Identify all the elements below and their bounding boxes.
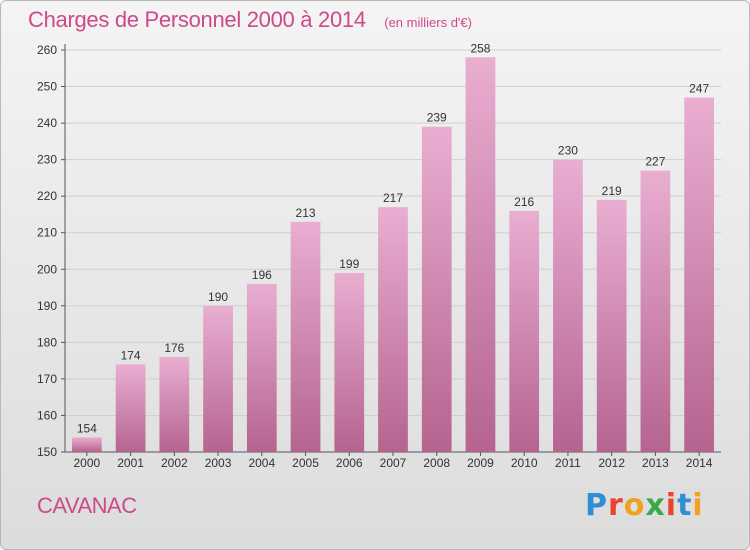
bar-value-label: 176	[164, 341, 184, 355]
x-tick-label: 2004	[248, 456, 275, 470]
bar-value-label: 196	[252, 268, 272, 282]
y-tick-label: 230	[37, 153, 57, 167]
y-tick-label: 170	[37, 372, 57, 386]
bar-value-label: 190	[208, 290, 228, 304]
x-tick-label: 2013	[642, 456, 669, 470]
bar-value-label: 219	[602, 184, 622, 198]
bar	[290, 221, 321, 452]
brand-letter: x	[645, 488, 666, 523]
y-tick-label: 240	[37, 116, 57, 130]
chart-title: Charges de Personnel 2000 à 2014	[28, 7, 366, 32]
y-tick-label: 260	[37, 43, 57, 57]
y-tick-label: 220	[37, 189, 57, 203]
bar-value-label: 230	[558, 144, 578, 158]
bar-chart: 150 160 170 180 190 200 210 220 230 240 250 260 154 2…	[37, 41, 721, 470]
x-tick-label: 2008	[423, 456, 450, 470]
x-tick-label: 2011	[555, 456, 581, 470]
brand-letter: i	[665, 488, 678, 523]
bar-value-label: 227	[645, 155, 665, 169]
bar-value-label: 258	[470, 41, 490, 55]
brand-letter: r	[608, 488, 624, 523]
bar	[509, 210, 540, 452]
x-tick-label: 2012	[598, 456, 625, 470]
title-row: Charges de Personnel 2000 à 2014 (en mil…	[28, 7, 472, 33]
y-tick-label: 250	[37, 80, 57, 94]
bar-value-label: 216	[514, 195, 534, 209]
bar	[71, 437, 102, 452]
bar	[465, 57, 496, 453]
brand-letter: o	[623, 488, 646, 523]
x-tick-label: 2006	[336, 456, 363, 470]
bar-value-label: 239	[427, 111, 447, 125]
x-tick-label: 2009	[467, 456, 494, 470]
bar	[115, 364, 146, 452]
x-tick-label: 2003	[205, 456, 232, 470]
bar	[378, 207, 408, 452]
x-tick-label: 2001	[117, 456, 144, 470]
bar-value-label: 154	[77, 421, 97, 435]
y-tick-label: 180	[37, 335, 57, 349]
x-tick-label: 2005	[292, 456, 319, 470]
chart-subtitle: (en milliers d'€)	[384, 15, 472, 30]
bar-value-label: 199	[339, 257, 359, 271]
brand-letter: i	[692, 488, 704, 523]
bar	[421, 126, 452, 452]
bar-value-label: 217	[383, 191, 403, 205]
proxiti-logo: Proxiti	[585, 488, 704, 523]
bar-value-label: 174	[121, 348, 141, 362]
y-tick-label: 190	[37, 299, 57, 313]
x-tick-label: 2002	[161, 456, 188, 470]
x-tick-label: 2010	[511, 456, 538, 470]
y-tick-label: 200	[37, 262, 57, 276]
bar	[553, 159, 583, 453]
brand-letter: t	[677, 488, 693, 523]
commune-name: CAVANAC	[37, 493, 137, 518]
bar-value-label: 213	[296, 206, 316, 220]
bar	[203, 305, 233, 452]
bar	[159, 356, 190, 452]
bar	[334, 272, 365, 452]
y-tick-label: 150	[37, 445, 57, 459]
bar	[246, 283, 277, 452]
x-tick-label: 2007	[380, 456, 407, 470]
bar	[684, 97, 715, 452]
x-tick-label: 2014	[686, 456, 713, 470]
bar	[596, 199, 627, 452]
y-tick-label: 160	[37, 408, 57, 422]
x-tick-label: 2000	[74, 456, 101, 470]
bar	[640, 170, 671, 452]
y-tick-label: 210	[37, 226, 57, 240]
brand-letter: P	[585, 488, 608, 523]
bar-value-label: 247	[689, 82, 709, 96]
